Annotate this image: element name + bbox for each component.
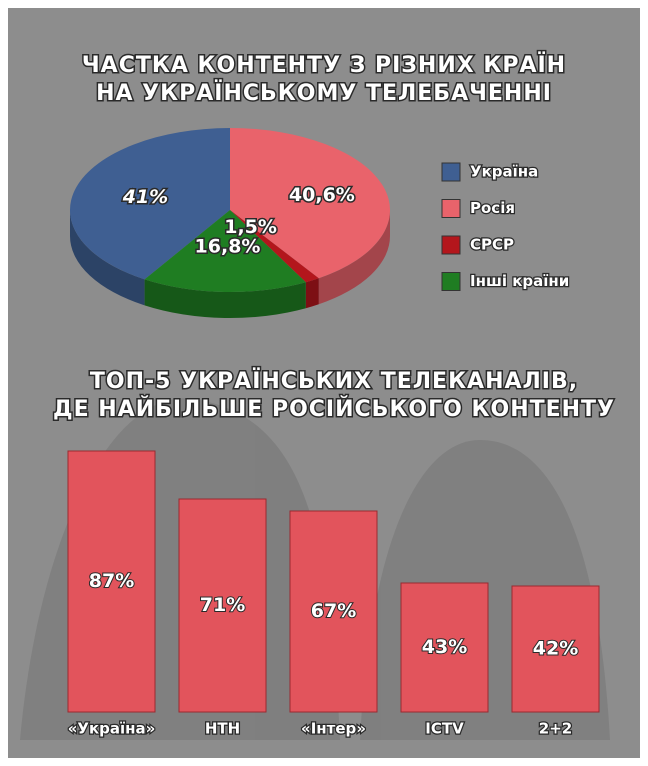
bar-value-label: 87%	[89, 570, 134, 592]
bar-title: ДЕ НАЙБІЛЬШЕ РОСІЙСЬКОГО КОНТЕНТУ	[53, 396, 615, 422]
pie-side	[144, 279, 306, 318]
bar-value-label: 71%	[200, 594, 245, 616]
pie-label: 1,5%	[224, 216, 277, 238]
bar-value-label: 67%	[311, 600, 356, 622]
bar-value-label: 42%	[533, 638, 578, 660]
pie-title: ЧАСТКА КОНТЕНТУ З РІЗНИХ КРАЇН	[82, 52, 566, 78]
legend-swatch	[441, 162, 461, 182]
pie-label: 40,6%	[289, 184, 355, 206]
legend-label: СРСР	[470, 236, 514, 254]
pie-side	[318, 210, 390, 305]
pie-slice	[70, 127, 230, 280]
pie-title: НА УКРАЇНСЬКОМУ ТЕЛЕБАЧЕННІ	[96, 80, 552, 106]
pie-slice	[144, 210, 306, 292]
bar-value-label: 43%	[422, 636, 467, 658]
legend-swatch	[441, 235, 461, 255]
category-label: 2+2	[539, 720, 572, 738]
legend-label: Інші країни	[470, 272, 569, 290]
pie-label: 41%	[122, 186, 168, 208]
bar	[178, 498, 267, 713]
category-label: ICTV	[425, 720, 464, 738]
category-label: «Україна»	[68, 720, 156, 738]
bar	[511, 585, 600, 713]
pie-slice	[230, 210, 319, 283]
legend-label: Україна	[470, 163, 538, 181]
bar	[67, 450, 156, 713]
pie-side	[305, 278, 319, 309]
legend-label: Росія	[470, 199, 515, 217]
bar-title: ТОП-5 УКРАЇНСЬКИХ ТЕЛЕКАНАЛІВ,	[90, 368, 578, 394]
legend-swatch	[441, 272, 461, 291]
bar	[400, 582, 489, 713]
bar	[289, 510, 378, 713]
category-label: «Інтер»	[301, 720, 366, 738]
category-label: НТН	[205, 720, 240, 738]
pie-label: 16,8%	[195, 235, 261, 257]
pie-side	[70, 210, 145, 306]
legend-swatch	[441, 199, 461, 218]
pie-slice	[230, 128, 391, 279]
